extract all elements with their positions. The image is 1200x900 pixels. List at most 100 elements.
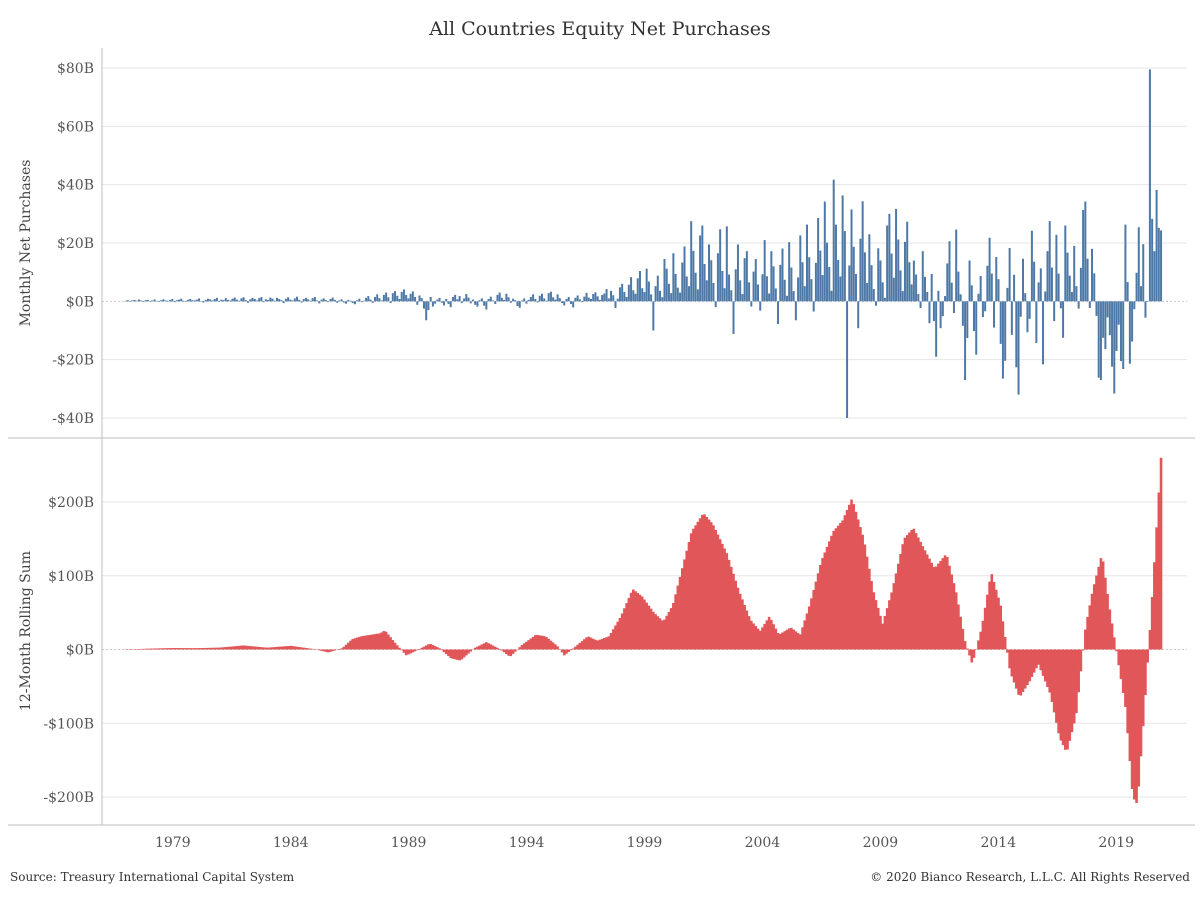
monthly-bar	[496, 294, 499, 302]
monthly-bar	[1028, 301, 1031, 319]
rolling-bar	[854, 511, 858, 650]
monthly-bar	[995, 257, 998, 302]
rolling-bar	[215, 647, 219, 650]
monthly-bar	[1086, 258, 1089, 302]
rolling-bar	[863, 544, 867, 650]
monthly-bar	[523, 298, 526, 302]
rolling-bar	[1084, 629, 1087, 650]
rolling-bar	[551, 642, 555, 650]
rolling-bar	[1021, 649, 1025, 693]
monthly-bar	[1097, 301, 1100, 378]
rolling-bar	[489, 644, 493, 650]
rolling-bar	[444, 649, 448, 655]
monthly-bar	[973, 301, 975, 332]
rolling-bar	[830, 535, 833, 650]
rolling-bar	[402, 649, 406, 653]
monthly-bar	[1062, 301, 1065, 338]
rolling-bar	[656, 616, 660, 650]
monthly-bar	[654, 286, 657, 302]
rolling-bar	[491, 645, 495, 650]
monthly-bar	[1079, 267, 1082, 302]
monthly-bar	[405, 294, 408, 302]
monthly-bar	[360, 301, 363, 303]
rolling-bar	[569, 649, 573, 651]
rolling-bar	[654, 614, 657, 650]
monthly-bar	[400, 292, 403, 302]
rolling-bar	[810, 598, 813, 650]
rolling-bar	[1137, 649, 1141, 787]
rolling-bar	[674, 594, 677, 650]
rolling-bar	[594, 639, 597, 650]
rolling-bar	[1077, 649, 1080, 693]
monthly-bar	[487, 299, 490, 302]
rolling-bar	[280, 646, 283, 650]
rolling-bar	[1155, 527, 1158, 650]
rolling-bar	[1035, 649, 1038, 669]
monthly-bar	[157, 301, 160, 302]
rolling-bar	[883, 615, 887, 650]
rolling-bar	[667, 611, 671, 650]
rolling-bar	[1017, 649, 1020, 695]
rolling-bar	[418, 648, 421, 650]
monthly-bar	[875, 301, 878, 306]
monthly-bar	[414, 296, 417, 302]
monthly-bar	[409, 293, 412, 302]
rolling-bar	[961, 628, 965, 650]
monthly-bar	[797, 277, 800, 302]
monthly-bar	[483, 301, 486, 306]
rolling-bar	[881, 623, 884, 650]
monthly-bar	[946, 263, 949, 302]
rolling-bar	[151, 648, 154, 650]
rolling-bar	[1003, 637, 1007, 650]
monthly-bar	[647, 281, 650, 302]
monthly-bar	[469, 301, 472, 304]
monthly-bar	[269, 297, 272, 302]
monthly-bar	[367, 296, 370, 302]
rolling-bar	[692, 528, 695, 650]
rolling-bar	[442, 649, 446, 653]
monthly-bar	[140, 300, 143, 302]
copyright-note: © 2020 Bianco Research, L.L.C. All Right…	[870, 870, 1190, 884]
monthly-bar	[1084, 201, 1087, 302]
monthly-bar	[307, 299, 310, 302]
rolling-bar	[816, 573, 820, 650]
rolling-bar	[525, 641, 528, 650]
rolling-bar	[297, 647, 301, 650]
rolling-bar	[618, 617, 622, 650]
rolling-bar	[754, 626, 758, 650]
monthly-bar	[757, 284, 759, 302]
monthly-bar	[886, 225, 889, 302]
monthly-bar	[1059, 301, 1062, 309]
monthly-bar	[436, 299, 439, 302]
rolling-bar	[629, 592, 633, 650]
monthly-bar	[710, 260, 713, 302]
rolling-bar	[159, 648, 163, 650]
rolling-bar	[1015, 649, 1018, 689]
rolling-bar	[438, 648, 441, 650]
monthly-bar	[897, 239, 900, 302]
monthly-bar	[387, 297, 390, 302]
rolling-bar	[1124, 649, 1127, 707]
rolling-bar	[467, 649, 470, 654]
monthly-bar	[126, 300, 129, 302]
monthly-bar	[1035, 301, 1038, 344]
monthly-bar	[930, 273, 933, 302]
top-y-tick-label: -$20B	[52, 353, 94, 369]
rolling-bar	[440, 649, 444, 651]
rolling-bar	[237, 645, 241, 650]
rolling-bar	[736, 587, 740, 650]
monthly-bar	[645, 268, 648, 302]
rolling-bar	[1043, 649, 1047, 682]
rolling-bar	[324, 649, 328, 652]
rolling-bar	[1028, 649, 1031, 682]
rolling-bar	[1052, 649, 1056, 713]
monthly-bar	[630, 277, 633, 302]
monthly-bar	[725, 226, 728, 302]
rolling-bar	[836, 525, 840, 650]
rolling-bar	[758, 630, 762, 650]
rolling-bar	[177, 648, 181, 650]
monthly-bar	[494, 301, 497, 304]
rolling-bar	[362, 635, 366, 650]
rolling-bar	[850, 499, 853, 650]
rolling-bar	[1101, 561, 1105, 650]
